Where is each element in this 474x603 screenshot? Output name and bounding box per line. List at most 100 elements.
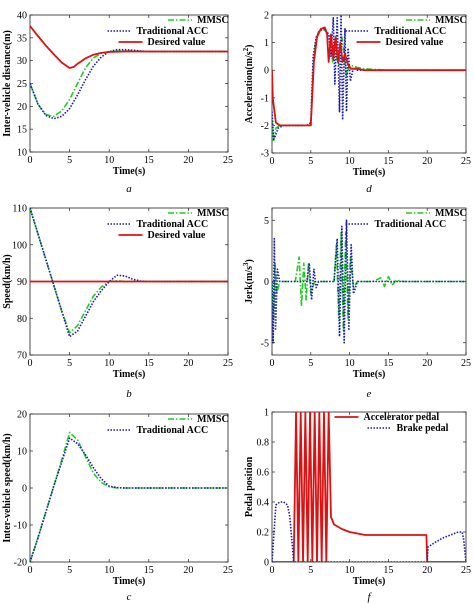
y-tick-label: -10 bbox=[14, 521, 27, 532]
y-tick-label: 10 bbox=[17, 148, 27, 159]
x-tick-label: 15 bbox=[144, 358, 154, 369]
y-tick-label: 5 bbox=[264, 216, 269, 227]
plot-frame bbox=[29, 14, 229, 153]
legend-entry: MMSC bbox=[406, 208, 467, 219]
x-tick-label: 20 bbox=[422, 358, 432, 369]
y-tick-label: 30 bbox=[17, 56, 27, 67]
chart-panel-d: 0 5 10 15 20 25 -3 -2 -1 0 1 2 Time(s) Acceleration(m… bbox=[242, 11, 471, 196]
legend-label: Traditional ACC bbox=[137, 26, 209, 37]
y-axis-label: Acceleration(m/s2) bbox=[242, 44, 255, 123]
panel-caption: e bbox=[367, 388, 372, 400]
x-tick-label: 10 bbox=[345, 565, 355, 576]
y-tick-label: 25 bbox=[17, 79, 27, 90]
legend-label: Desired value bbox=[148, 37, 206, 48]
series-line-traditional-acc bbox=[272, 15, 466, 140]
series-line-accelerator-pedal bbox=[272, 412, 466, 562]
y-tick-label: 0 bbox=[264, 277, 269, 288]
x-axis-label: Time(s) bbox=[113, 369, 146, 380]
x-tick-label: 10 bbox=[345, 358, 355, 369]
legend-entry: Traditional ACC bbox=[345, 219, 447, 230]
series-line-mmsc bbox=[30, 208, 228, 334]
y-axis-label: Jerk(m/s3) bbox=[242, 259, 255, 304]
y-tick-label: 40 bbox=[17, 11, 27, 22]
y-tick-label: 20 bbox=[17, 410, 27, 421]
x-tick-label: 15 bbox=[383, 358, 393, 369]
y-tick-label: 0.8 bbox=[257, 438, 270, 449]
panel-caption: c bbox=[127, 591, 132, 603]
legend-entry: Desired value bbox=[118, 230, 206, 241]
x-tick-label: 0 bbox=[270, 156, 275, 167]
y-tick-label: 10 bbox=[17, 447, 27, 458]
legend-label: MMSC bbox=[197, 414, 229, 425]
x-tick-label: 15 bbox=[144, 155, 154, 166]
x-tick-label: 20 bbox=[183, 155, 193, 166]
y-tick-label: 1 bbox=[264, 408, 269, 419]
x-tick-label: 20 bbox=[422, 156, 432, 167]
x-tick-label: 0 bbox=[270, 565, 275, 576]
legend-label: Traditional ACC bbox=[375, 219, 447, 230]
x-tick-label: 20 bbox=[422, 565, 432, 576]
x-tick-label: 10 bbox=[104, 565, 114, 576]
y-tick-label: 2 bbox=[264, 11, 269, 22]
y-tick-label: 1 bbox=[264, 38, 269, 49]
chart-panel-e: 0 5 10 15 20 25-505Time(s)Jerk(m/s3)MMSCTradi… bbox=[242, 207, 471, 400]
y-tick-label: 80 bbox=[17, 314, 27, 325]
legend-label: Traditional ACC bbox=[375, 26, 447, 37]
x-tick-label: 15 bbox=[144, 565, 154, 576]
x-axis-label: Time(s) bbox=[353, 576, 386, 587]
series-line-mmsc bbox=[272, 231, 466, 332]
x-tick-label: 25 bbox=[223, 565, 233, 576]
plot-frame bbox=[271, 14, 467, 154]
legend-label: Traditional ACC bbox=[137, 219, 209, 230]
legend-label: MMSC bbox=[197, 208, 229, 219]
y-tick-label: -2 bbox=[261, 121, 269, 132]
x-tick-label: 0 bbox=[28, 358, 33, 369]
legend-entry: Traditional ACC bbox=[107, 425, 209, 436]
x-tick-label: 0 bbox=[28, 565, 33, 576]
x-tick-label: 5 bbox=[308, 565, 313, 576]
chart-panel-c: 0 5 10 15 20 25 -20 -10 0 10 20 Time(s) Inter-vehicl… bbox=[2, 410, 233, 603]
x-tick-label: 25 bbox=[461, 565, 471, 576]
legend-label: Traditional ACC bbox=[137, 425, 209, 436]
x-tick-label: 20 bbox=[183, 565, 193, 576]
legend-entry: Traditional ACC bbox=[107, 26, 209, 37]
x-tick-label: 25 bbox=[223, 155, 233, 166]
legend-entry: MMSC bbox=[406, 15, 467, 26]
x-tick-label: 5 bbox=[67, 565, 72, 576]
legend-label: Desired value bbox=[386, 37, 444, 48]
legend-entry: Traditional ACC bbox=[345, 26, 447, 37]
x-tick-label: 5 bbox=[67, 155, 72, 166]
legend-label: Desired value bbox=[148, 230, 206, 241]
series-line-traditional-acc bbox=[272, 219, 466, 344]
y-tick-label: -3 bbox=[261, 149, 269, 160]
y-axis-label: Inter-vehicle speed(km/h) bbox=[2, 433, 13, 542]
y-tick-label: -20 bbox=[14, 558, 27, 569]
chart-panel-b: 0 5 10 15 20 25 70 80 90 100 110 Time(s) Speed(km/h)… bbox=[2, 204, 233, 401]
panel-caption: b bbox=[126, 388, 132, 400]
y-tick-label: 110 bbox=[12, 204, 27, 215]
panel-caption: a bbox=[126, 183, 132, 195]
chart-panel-a: 0 5 10 15 20 25 10 15 20 25 30 35 40 Time(s) Inter-veh… bbox=[2, 11, 233, 196]
y-tick-label: 35 bbox=[17, 33, 27, 44]
legend-entry: Accelerator pedal bbox=[334, 412, 440, 423]
y-axis-label: Speed(km/h) bbox=[2, 254, 13, 308]
x-tick-label: 25 bbox=[461, 358, 471, 369]
y-tick-label: 0.4 bbox=[257, 498, 270, 509]
y-tick-label: 0 bbox=[22, 484, 27, 495]
y-tick-label: 20 bbox=[17, 102, 27, 113]
x-tick-label: 0 bbox=[28, 155, 33, 166]
y-axis-label: Pedal position bbox=[244, 456, 255, 517]
legend-entry: MMSC bbox=[168, 414, 229, 425]
legend-label: Accelerator pedal bbox=[364, 412, 440, 423]
series-line-mmsc bbox=[30, 431, 228, 562]
chart-panel-f: 0 5 10 15 20 25 0 0.2 0.4 0.6 0.8 1 Time(s) Pedal pos… bbox=[244, 408, 471, 603]
y-tick-label: 0.2 bbox=[257, 528, 270, 539]
series-line-desired-value bbox=[272, 26, 466, 127]
x-axis-label: Time(s) bbox=[113, 576, 146, 587]
x-tick-label: 5 bbox=[67, 358, 72, 369]
x-tick-label: 10 bbox=[104, 155, 114, 166]
legend-entry: MMSC bbox=[168, 208, 229, 219]
y-tick-label: -1 bbox=[261, 93, 269, 104]
x-tick-label: 10 bbox=[345, 156, 355, 167]
